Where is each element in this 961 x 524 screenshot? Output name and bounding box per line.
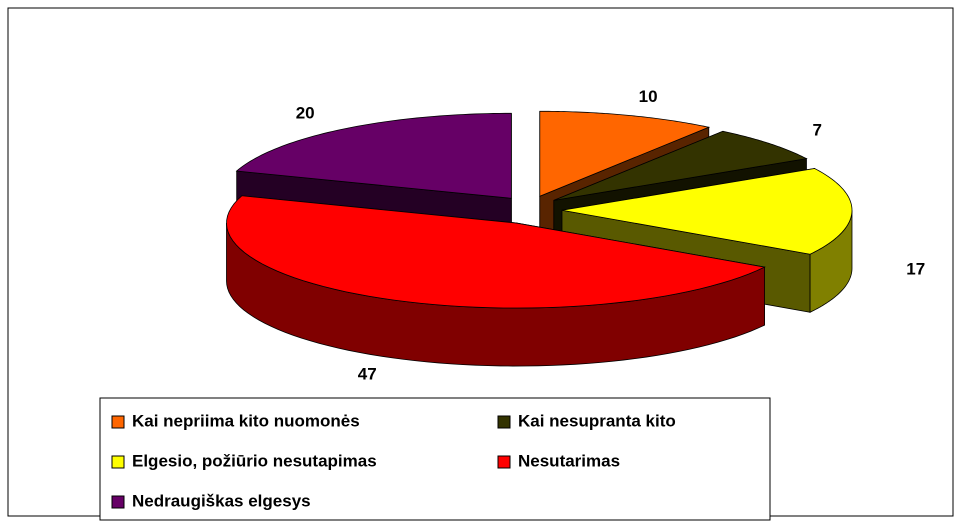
pie — [226, 110, 853, 367]
legend-label: Nedraugiškas elgesys — [132, 491, 311, 510]
pie-slice — [226, 195, 766, 367]
legend-swatch — [111, 495, 125, 509]
legend-swatch — [111, 415, 125, 429]
legend-label: Nesutarimas — [518, 451, 620, 470]
legend-box — [99, 397, 771, 521]
slice-top — [226, 195, 766, 309]
data-label: 47 — [358, 365, 377, 384]
data-label: 17 — [906, 259, 925, 278]
legend-swatch — [111, 455, 125, 469]
legend-swatch — [497, 415, 511, 429]
data-label: 10 — [639, 87, 658, 106]
slice-top — [539, 110, 711, 197]
data-label: 7 — [813, 121, 822, 140]
slice-top — [235, 112, 512, 199]
legend-swatch — [497, 455, 511, 469]
slice-top — [553, 130, 808, 201]
legend: Kai nepriima kito nuomonės Kai nesupranta… — [99, 397, 771, 521]
slice-top — [561, 168, 853, 255]
legend-label: Elgesio, požiūrio nesutapimas — [132, 451, 377, 470]
data-label: 20 — [296, 104, 315, 123]
legend-label: Kai nepriima kito nuomonės — [132, 411, 360, 430]
legend-label: Kai nesupranta kito — [518, 411, 676, 430]
data-labels: 10 20 7 17 47 — [296, 87, 925, 384]
